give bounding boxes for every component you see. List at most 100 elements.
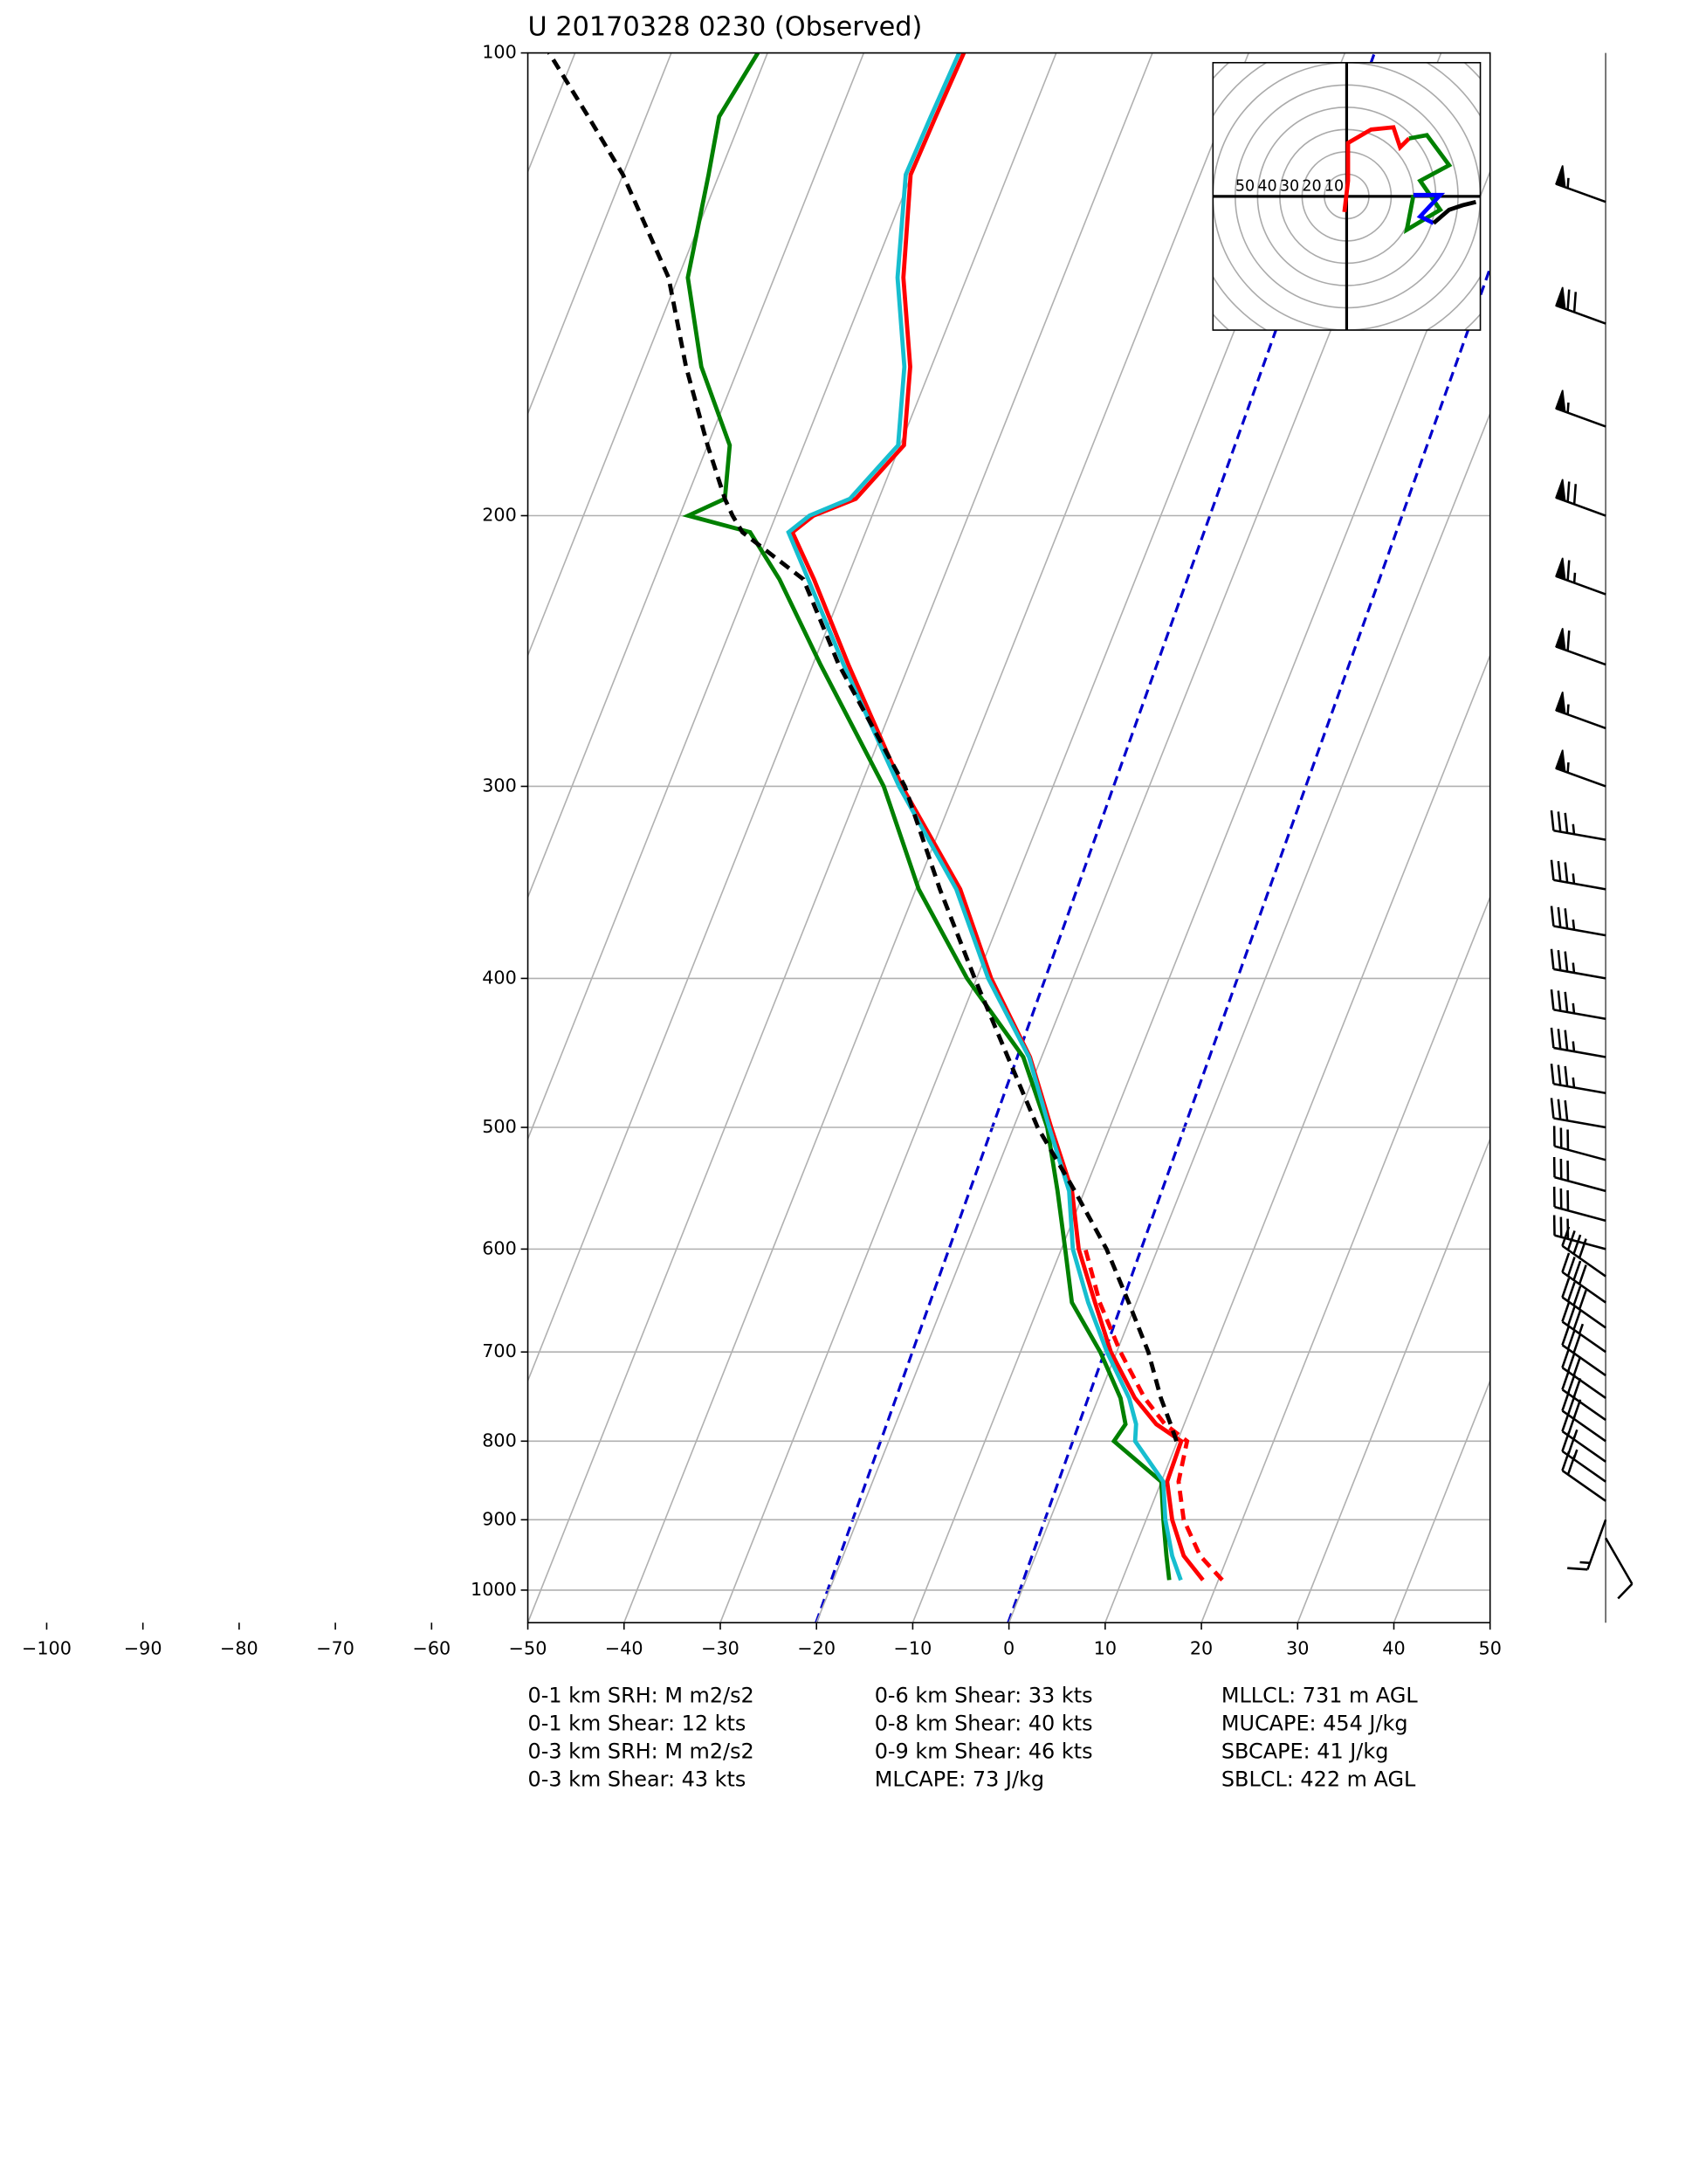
barb-shaft: [1550, 906, 1606, 937]
wind-barb: [1550, 1098, 1606, 1129]
barb-shaft: [1604, 1537, 1634, 1600]
index-text: MLCAPE: 73 J/kg: [875, 1767, 1044, 1791]
barb-shaft: [1561, 1302, 1606, 1354]
barb-shaft: [1561, 1347, 1606, 1400]
isotherm: [1297, 1137, 1490, 1623]
hodograph-ring-label: 20: [1302, 178, 1321, 196]
index-text: 0-1 km Shear: 12 kts: [528, 1712, 746, 1736]
barb-shaft: [1561, 1325, 1606, 1377]
wind-barb: [1555, 165, 1606, 203]
wind-barb: [1550, 1027, 1606, 1058]
wind-barb: [1561, 1252, 1606, 1304]
wind-barb: [1555, 749, 1606, 788]
x-tick-label: −20: [797, 1638, 836, 1659]
barb-flag: [1555, 557, 1566, 581]
wind-barb: [1561, 1278, 1606, 1329]
x-tick-label: −90: [124, 1638, 162, 1659]
plot-frame: [526, 52, 1491, 1624]
wind-barb: [1550, 948, 1606, 980]
barb-shaft: [1561, 1252, 1606, 1304]
x-tick-label: −10: [894, 1638, 932, 1659]
x-tick-label: −100: [22, 1638, 72, 1659]
hodograph-line: [1432, 199, 1477, 225]
barb-flag: [1555, 628, 1566, 651]
barb-shaft: [1550, 989, 1606, 1021]
wind-barb: [1561, 1391, 1606, 1443]
barb-shaft: [1561, 1450, 1606, 1502]
barb-flag: [1555, 749, 1566, 773]
hodograph-ring-label: 30: [1280, 178, 1299, 196]
wind-barb: [1550, 859, 1606, 891]
x-tick-label: 20: [1190, 1638, 1213, 1659]
y-tick-label: 500: [482, 1116, 517, 1137]
hodograph-frame: [1212, 61, 1482, 331]
y-tick-label: 900: [482, 1508, 517, 1529]
isotherm: [527, 52, 672, 416]
isotherm: [527, 52, 865, 899]
x-tick-label: 50: [1479, 1638, 1502, 1659]
wind-barb: [1561, 1431, 1606, 1483]
x-tick-label: −70: [316, 1638, 354, 1659]
wind-barb: [1561, 1369, 1606, 1422]
wind-barb: [1555, 479, 1606, 517]
wind-barb: [1552, 1186, 1606, 1223]
wind-barb: [1552, 1215, 1606, 1250]
x-tick-label: 30: [1286, 1638, 1309, 1659]
wind-barb: [1550, 906, 1606, 937]
index-text: MUCAPE: 454 J/kg: [1221, 1712, 1408, 1736]
x-tick-label: −40: [605, 1638, 643, 1659]
barb-shaft: [1561, 1431, 1606, 1483]
wind-barb: [1555, 389, 1606, 428]
wind-barb: [1555, 286, 1606, 325]
isotherm: [1200, 895, 1490, 1623]
hodograph-ring-label: 10: [1324, 178, 1344, 196]
x-tick-label: −80: [220, 1638, 258, 1659]
barb-shaft: [1561, 1226, 1606, 1278]
hodograph-line: [1413, 192, 1446, 225]
isotherm: [1104, 653, 1490, 1623]
wind-barb: [1561, 1347, 1606, 1400]
barb-flag: [1555, 165, 1566, 189]
isotherm: [527, 52, 961, 1141]
wind-barb: [1561, 1411, 1606, 1463]
wind-barb: [1550, 1064, 1606, 1095]
index-text: 0-9 km Shear: 46 kts: [875, 1740, 1093, 1764]
y-tick-label: 700: [482, 1340, 517, 1361]
barb-flag: [1555, 286, 1566, 310]
hodograph: 50 40 30 20 10: [1212, 61, 1482, 331]
profile-line: [682, 52, 1172, 1581]
y-tick-label: 100: [482, 42, 517, 63]
wind-barb: [1561, 1450, 1606, 1502]
index-text: 0-6 km Shear: 33 kts: [875, 1684, 1093, 1708]
hodograph-ring-label: 40: [1257, 178, 1276, 196]
hodograph-ring-label: 50: [1235, 178, 1255, 196]
y-tick-label: 400: [482, 967, 517, 988]
x-tick-label: −30: [701, 1638, 739, 1659]
wind-barb: [1561, 1302, 1606, 1354]
wind-barb: [1550, 810, 1606, 841]
x-tick-label: 10: [1094, 1638, 1117, 1659]
y-tick-label: 300: [482, 775, 517, 796]
index-text: 0-3 km Shear: 43 kts: [528, 1767, 746, 1791]
y-tick-label: 600: [482, 1237, 517, 1258]
barb-shaft: [1552, 1156, 1606, 1193]
hodograph-line: [1342, 125, 1411, 213]
barb-shaft: [1550, 859, 1606, 891]
isotherm: [527, 52, 768, 658]
barb-shaft: [1550, 1064, 1606, 1095]
hodograph-line: [1403, 133, 1453, 234]
x-tick-label: 0: [1003, 1638, 1015, 1659]
x-tick-label: −60: [412, 1638, 451, 1659]
barb-flag: [1555, 691, 1566, 715]
barb-shaft: [1550, 810, 1606, 841]
wind-barb: [1555, 628, 1606, 666]
wind-barb: [1567, 1519, 1607, 1571]
isotherm: [527, 52, 1153, 1623]
index-text: SBLCL: 422 m AGL: [1221, 1767, 1416, 1791]
barb-shaft: [1561, 1391, 1606, 1443]
wind-barb: [1561, 1325, 1606, 1377]
index-text: 0-8 km Shear: 40 kts: [875, 1712, 1093, 1736]
hodograph-lines: [1342, 125, 1477, 234]
barb-shaft: [1561, 1278, 1606, 1329]
